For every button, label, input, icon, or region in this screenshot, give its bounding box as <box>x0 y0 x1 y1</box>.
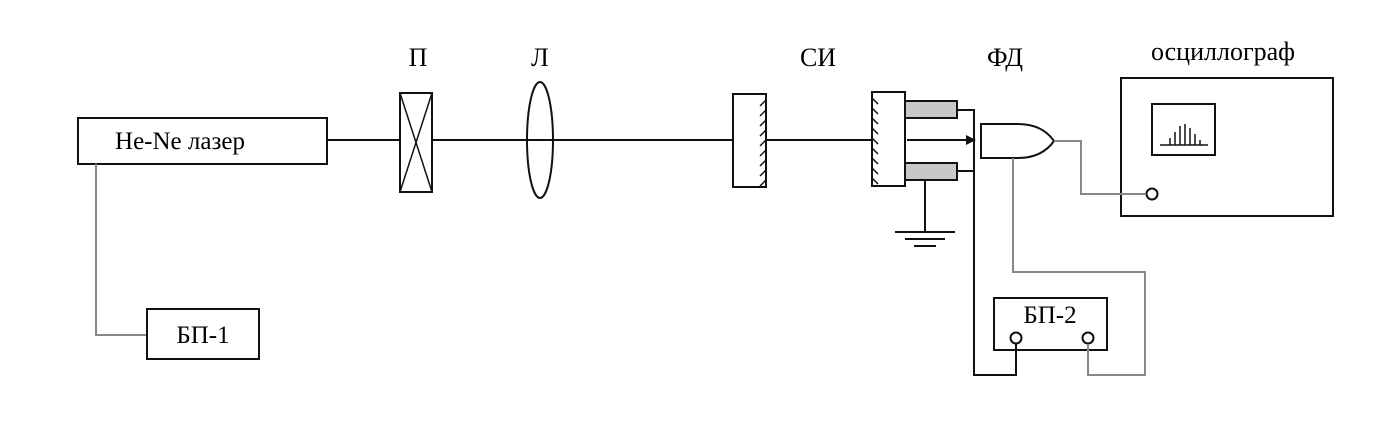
piezo-element-bottom <box>905 163 957 180</box>
power-supply-1-label: БП-1 <box>176 322 229 349</box>
piezo-element-top <box>905 101 957 118</box>
power-supply-2: БП-2 <box>994 298 1107 350</box>
oscilloscope <box>1121 78 1333 216</box>
power-supply-2-terminal-left <box>1011 333 1022 344</box>
laser-power-wire <box>96 164 147 335</box>
photodiode-label: ФД <box>987 43 1023 72</box>
polarizer-label: П <box>409 43 428 72</box>
oscilloscope-label: осциллограф <box>1151 37 1295 66</box>
oscilloscope-screen <box>1152 104 1215 155</box>
interferometer-mirror-1 <box>733 94 766 187</box>
laser-label: He-Ne лазер <box>115 128 245 155</box>
interferometer-label: СИ <box>800 43 836 72</box>
power-supply-2-terminal-right <box>1083 333 1094 344</box>
ground-symbol <box>895 180 955 246</box>
photodiode <box>981 124 1054 158</box>
power-supply-2-label: БП-2 <box>1023 302 1076 329</box>
lens-label: Л <box>531 43 549 72</box>
oscilloscope-input-terminal <box>1147 189 1158 200</box>
power-supply-1: БП-1 <box>147 309 259 359</box>
laser: He-Ne лазер <box>78 118 327 164</box>
polarizer <box>400 93 432 192</box>
interferometer-mirror-2 <box>872 92 905 186</box>
